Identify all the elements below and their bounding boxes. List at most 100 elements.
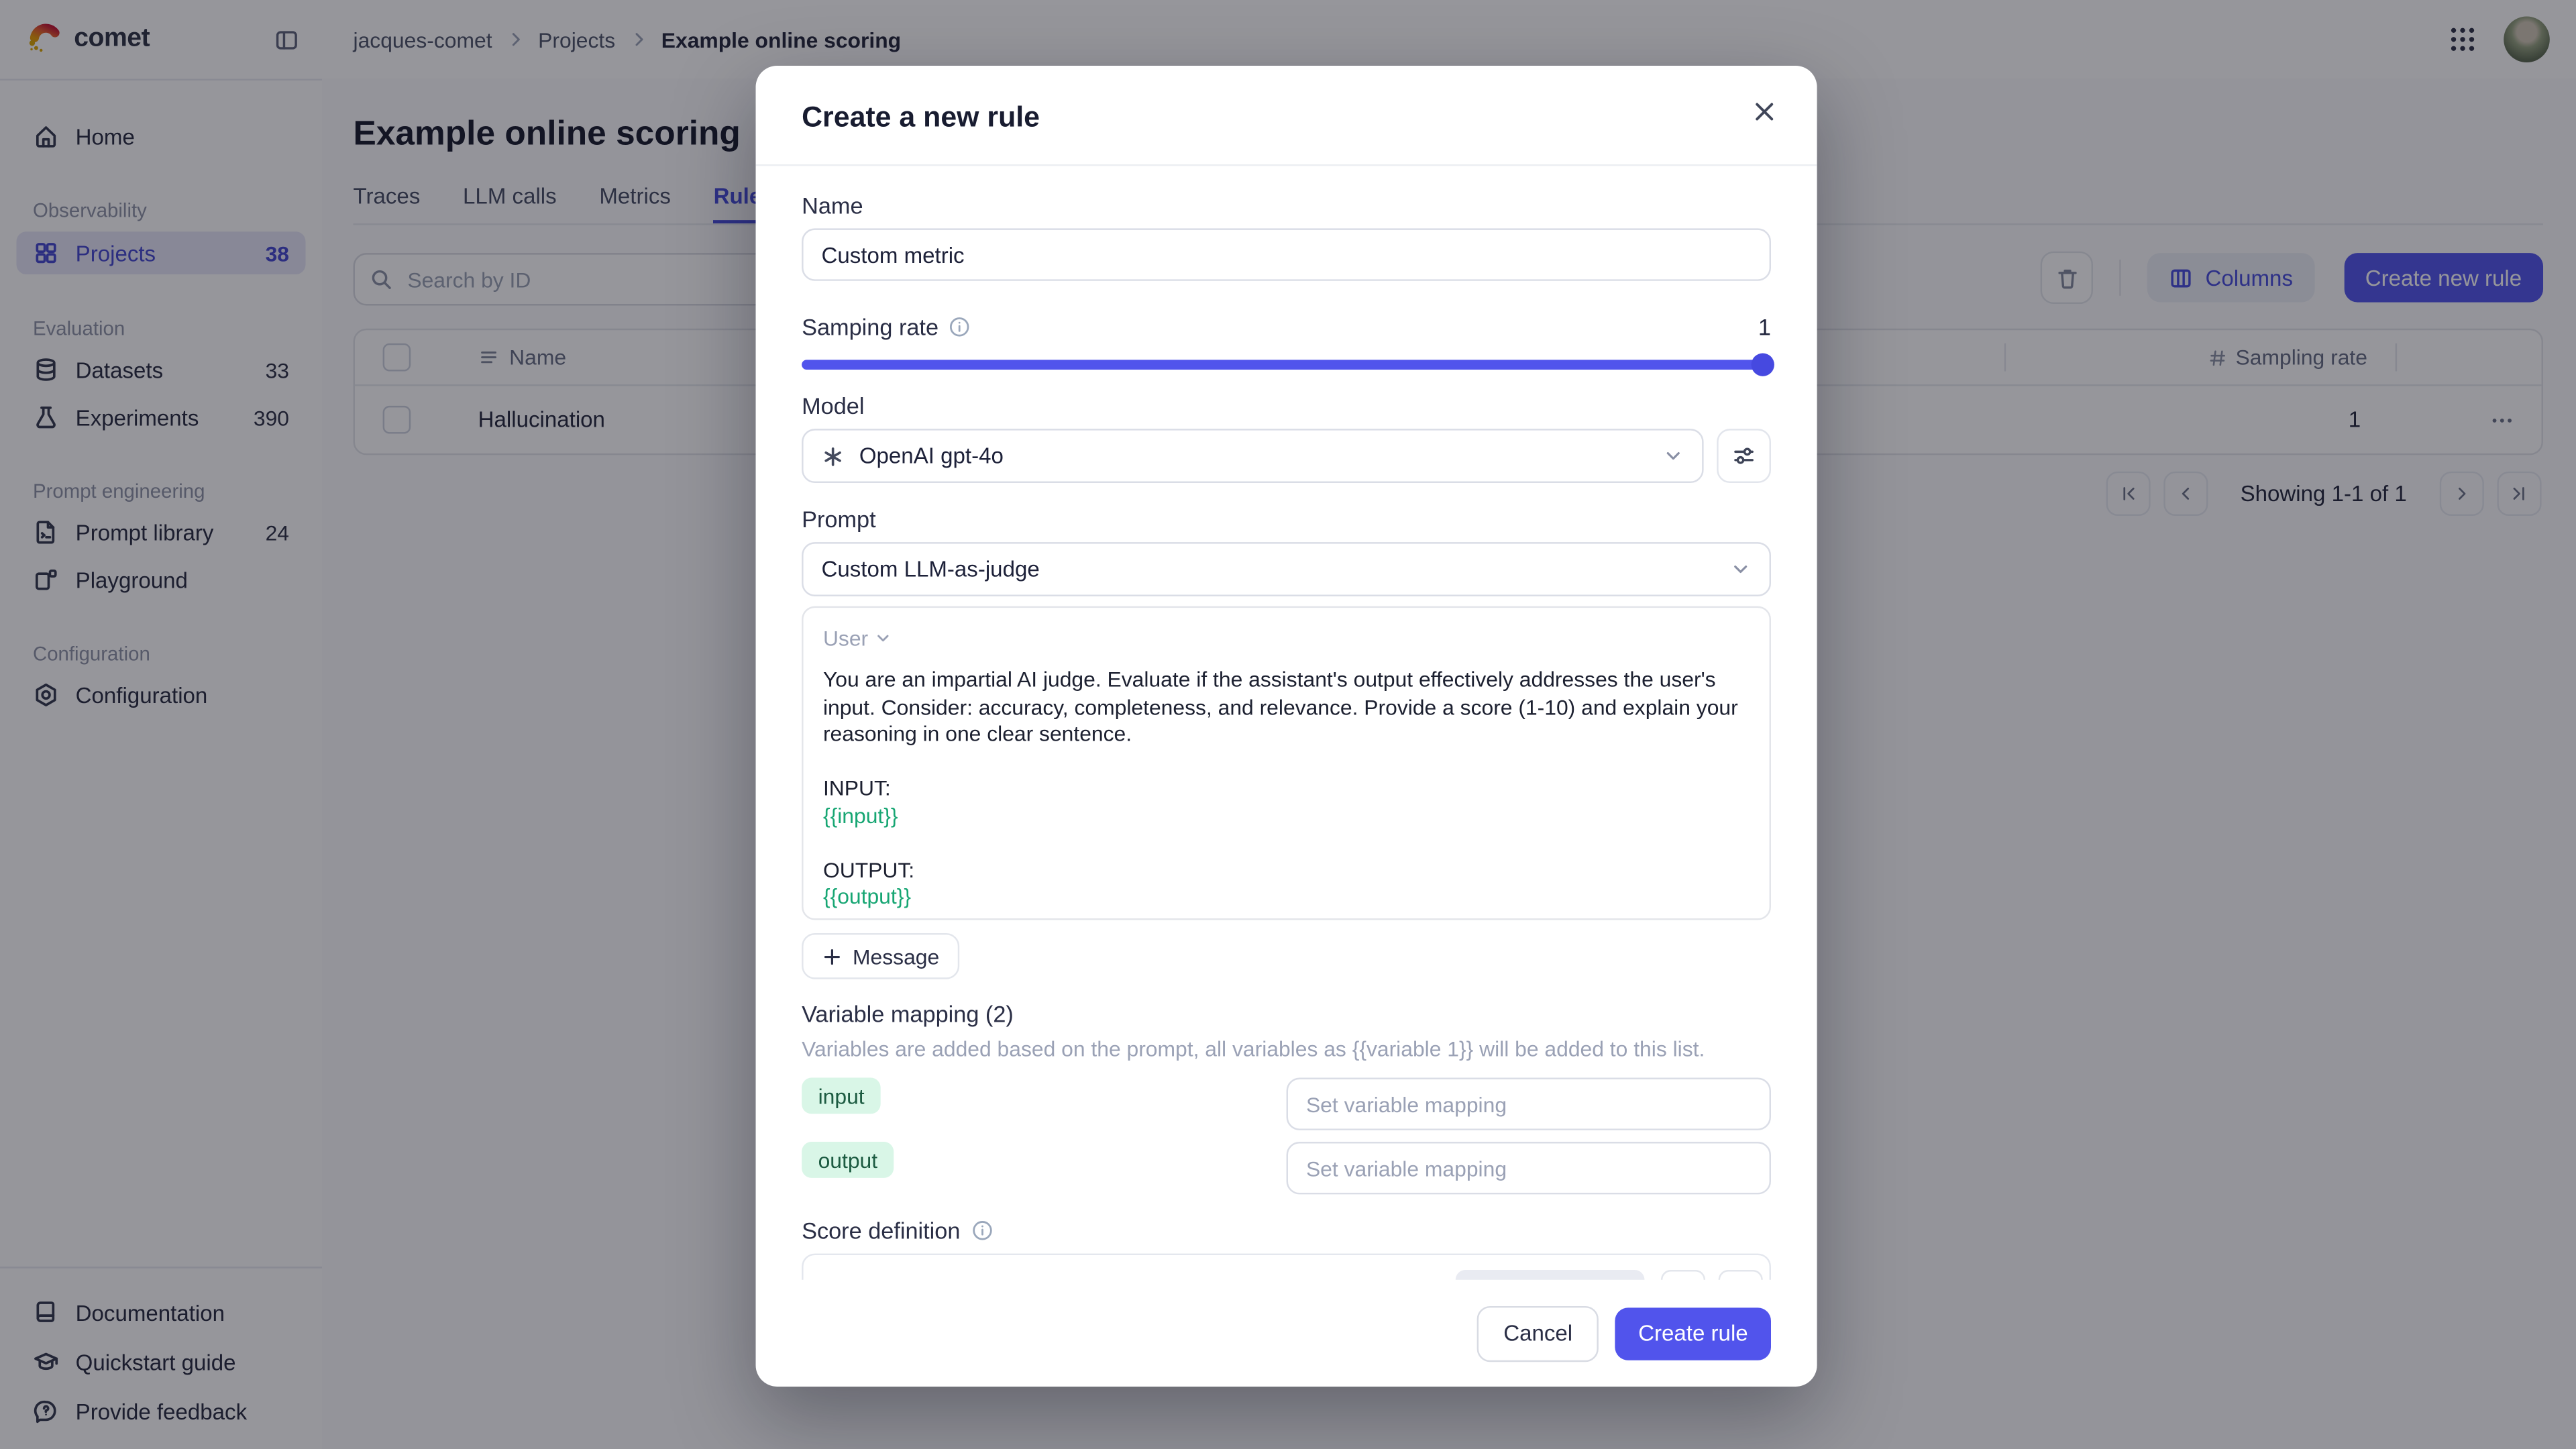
sidebar-item-count: 390 <box>253 405 290 430</box>
rule-name-cell: Hallucination <box>478 407 605 433</box>
sidebar-item-projects[interactable]: Projects 38 <box>16 231 306 274</box>
sidebar-item-playground[interactable]: Playground <box>16 560 305 600</box>
sampling-column-label: Sampling rate <box>2235 345 2367 370</box>
rows-icon <box>478 347 500 368</box>
row-checkbox[interactable] <box>382 405 411 434</box>
create-new-rule-label: Create new rule <box>2365 265 2522 290</box>
logo-wordmark: comet <box>74 24 150 53</box>
create-new-rule-button[interactable]: Create new rule <box>2343 253 2544 303</box>
close-icon[interactable] <box>1752 99 1778 125</box>
score-type-select[interactable] <box>1455 1270 1645 1280</box>
variable-pill-output: output <box>802 1142 894 1178</box>
sidebar-collapse-icon[interactable] <box>274 27 299 52</box>
page-title: Example online scoring <box>353 115 741 153</box>
column-divider[interactable] <box>2004 343 2006 372</box>
comet-logo-icon <box>26 21 62 58</box>
sidebar-item-experiments[interactable]: Experiments 390 <box>16 398 305 437</box>
message-role-select[interactable]: User <box>823 626 893 651</box>
model-field-label: Model <box>802 392 865 419</box>
logo-row: comet <box>0 0 323 81</box>
select-all-checkbox[interactable] <box>382 343 411 372</box>
sidebar-item-documentation[interactable]: Documentation <box>16 1291 305 1334</box>
breadcrumb-item[interactable]: jacques-comet <box>353 27 492 52</box>
variable-mapping-input[interactable] <box>1286 1142 1772 1195</box>
previous-page-button[interactable] <box>2163 471 2208 516</box>
prompt-select[interactable]: Custom LLM-as-judge <box>802 542 1772 596</box>
create-rule-button[interactable]: Create rule <box>1615 1307 1772 1360</box>
sidebar-item-label: Projects <box>75 240 156 266</box>
row-actions-button[interactable] <box>2489 407 2515 433</box>
sidebar-section-configuration: Configuration <box>32 642 150 665</box>
chevron-right-icon <box>505 30 525 49</box>
model-select[interactable]: OpenAI gpt-4o <box>802 429 1704 484</box>
prompt-file-icon <box>33 519 59 545</box>
database-icon <box>33 356 59 382</box>
tab-llm-calls[interactable]: LLM calls <box>463 184 557 209</box>
graduation-cap-icon <box>33 1349 59 1375</box>
score-definition-label-text: Score definition <box>802 1217 961 1244</box>
sidebar-item-home[interactable]: Home <box>16 117 305 156</box>
user-avatar[interactable] <box>2504 16 2550 63</box>
sliders-icon <box>1731 443 1756 468</box>
book-icon <box>33 1299 59 1326</box>
sidebar-item-quickstart[interactable]: Quickstart guide <box>16 1340 305 1383</box>
breadcrumb-item[interactable]: Projects <box>538 27 616 52</box>
last-page-button[interactable] <box>2497 471 2542 516</box>
variable-mapping-input[interactable] <box>1286 1077 1772 1130</box>
message-output-variable: {{output}} <box>822 883 911 909</box>
home-icon <box>33 123 59 150</box>
model-settings-button[interactable] <box>1717 429 1772 484</box>
message-paragraph: You are an impartial AI judge. Evaluate … <box>822 667 1738 746</box>
columns-button[interactable]: Columns <box>2147 253 2314 303</box>
next-page-button[interactable] <box>2439 471 2484 516</box>
sidebar-item-prompt-library[interactable]: Prompt library 24 <box>16 513 305 552</box>
openai-logo-icon <box>821 444 844 467</box>
settings-hexagon-icon <box>33 682 59 708</box>
name-column-header[interactable]: Name <box>478 345 566 370</box>
sidebar-item-feedback[interactable]: Provide feedback <box>16 1390 305 1433</box>
toolbar-divider <box>2120 259 2122 296</box>
sidebar-section-prompt-engineering: Prompt engineering <box>32 480 205 503</box>
message-text[interactable]: You are an impartial AI judge. Evaluate … <box>823 667 1750 911</box>
projects-grid-icon <box>33 240 59 266</box>
tab-traces[interactable]: Traces <box>353 184 421 209</box>
message-input-variable: {{input}} <box>822 802 898 828</box>
sidebar-item-label: Datasets <box>75 357 164 382</box>
score-definition-row[interactable] <box>802 1253 1772 1280</box>
variable-mapping-title: Variable mapping (2) <box>802 1000 1014 1027</box>
rule-name-input[interactable] <box>802 228 1772 281</box>
slider-thumb[interactable] <box>1751 353 1774 376</box>
first-page-button[interactable] <box>2105 471 2150 516</box>
sampling-rate-slider[interactable] <box>802 353 1774 376</box>
columns-button-label: Columns <box>2205 265 2294 290</box>
variable-pill-input: input <box>802 1077 881 1114</box>
toolbar-actions: Columns Create new rule <box>2041 251 2544 305</box>
sidebar-item-configuration[interactable]: Configuration <box>16 676 305 715</box>
sampling-column-header[interactable]: Sampling rate <box>2208 345 2367 370</box>
sampling-rate-value: 1 <box>1758 313 1772 340</box>
sidebar-item-count: 38 <box>265 240 290 266</box>
score-action-button[interactable] <box>1718 1270 1763 1280</box>
info-icon[interactable] <box>949 315 971 338</box>
chevron-down-icon <box>875 629 893 647</box>
apps-grid-icon[interactable] <box>2448 25 2477 54</box>
variable-mapping-subtitle: Variables are added based on the prompt,… <box>802 1036 1705 1062</box>
info-icon[interactable] <box>970 1219 993 1242</box>
column-divider[interactable] <box>2395 343 2398 372</box>
tab-metrics[interactable]: Metrics <box>599 184 671 209</box>
prompt-field-label: Prompt <box>802 506 876 533</box>
add-message-button[interactable]: Message <box>802 933 959 979</box>
add-message-label: Message <box>853 943 940 969</box>
prompt-select-value: Custom LLM-as-judge <box>821 557 1040 582</box>
cancel-button[interactable]: Cancel <box>1477 1305 1599 1361</box>
sidebar-item-label: Experiments <box>75 405 199 430</box>
sidebar-item-label: Provide feedback <box>75 1399 248 1424</box>
sidebar: comet Home Observability <box>0 0 324 1449</box>
table-row[interactable]: Hallucination 1 <box>355 386 2542 453</box>
flask-icon <box>33 404 59 430</box>
score-action-button[interactable] <box>1660 1270 1706 1280</box>
name-field-label: Name <box>802 192 863 219</box>
sidebar-item-datasets[interactable]: Datasets 33 <box>16 350 305 390</box>
delete-button[interactable] <box>2041 251 2094 305</box>
